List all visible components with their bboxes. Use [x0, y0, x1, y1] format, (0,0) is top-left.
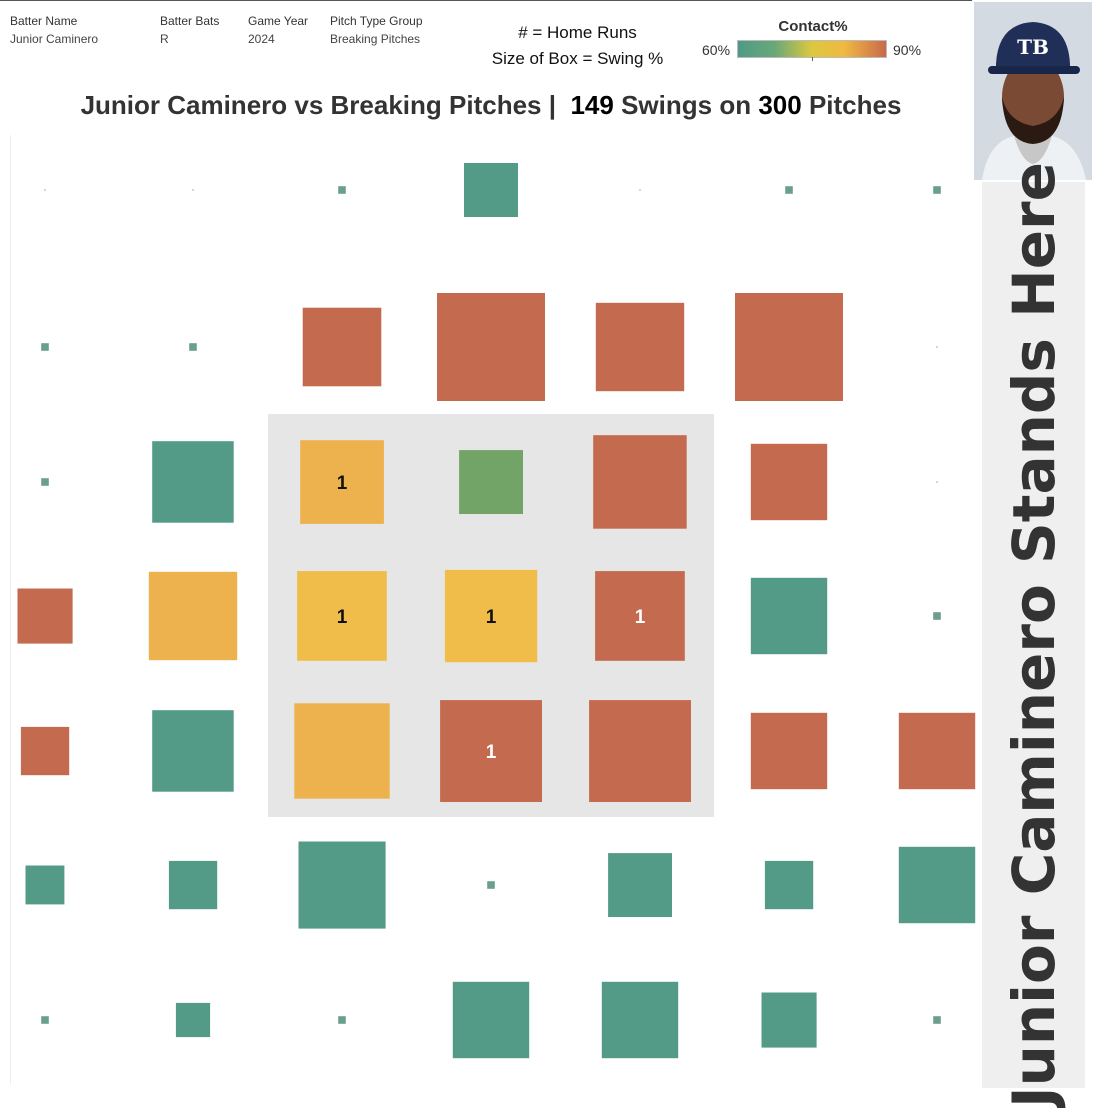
zone-cell-r4-c5[interactable]: [750, 712, 828, 790]
zone-cell-r4-c3[interactable]: [440, 700, 542, 802]
zone-cell-r0-c6[interactable]: [933, 186, 941, 194]
zone-cell-r3-c1[interactable]: [148, 571, 238, 661]
filter-batter-bats[interactable]: Batter Bats R: [160, 14, 219, 46]
zone-cell-r6-c0[interactable]: [41, 1016, 49, 1024]
filter-value[interactable]: R: [160, 32, 169, 46]
zone-cell-r4-c2[interactable]: [294, 703, 390, 799]
swing-size-note: Size of Box = Swing %: [491, 49, 664, 68]
zone-cell-r4-c0[interactable]: [20, 726, 70, 776]
legend-notes: # = Home Runs Size of Box = Swing %: [470, 20, 685, 72]
contact-legend-min: 60%: [702, 42, 731, 58]
zone-cell-r1-c2[interactable]: [302, 307, 382, 387]
zone-cell-r0-c3[interactable]: [464, 163, 518, 217]
zone-cell-r0-c1[interactable]: [192, 189, 194, 191]
filter-label: Game Year: [248, 14, 309, 28]
swings-text: Swings on: [621, 90, 752, 120]
zone-cell-r6-c1[interactable]: [175, 1002, 211, 1038]
plot-border: [10, 135, 11, 1085]
zone-cell-r2-c4[interactable]: [593, 435, 687, 529]
zone-cell-r5-c4[interactable]: [608, 853, 672, 917]
zone-cell-r5-c2[interactable]: [298, 841, 386, 929]
zone-cell-r2-c1[interactable]: [152, 441, 234, 523]
swing-contact-heatmap: 1 1 1 1 1: [17, 163, 976, 1059]
zone-cell-r1-c0[interactable]: [41, 343, 49, 351]
filter-batter-name[interactable]: Batter Name Junior Caminero: [10, 14, 98, 46]
zone-cell-r6-c3[interactable]: [452, 981, 530, 1059]
zone-cell-r1-c3[interactable]: [437, 293, 545, 401]
zone-cell-r4-c6[interactable]: [898, 712, 976, 790]
zone-cell-r5-c3[interactable]: [487, 881, 495, 889]
zone-cell-r3-c6[interactable]: [933, 612, 941, 620]
contact-legend-max: 90%: [893, 42, 922, 58]
zone-cell-r6-c2[interactable]: [338, 1016, 346, 1024]
top-rule: [0, 0, 972, 1]
zone-cell-r6-c4[interactable]: [601, 981, 679, 1059]
home-run-count-r3-c2: 1: [337, 607, 348, 628]
player-headshot-image: TB: [974, 2, 1092, 180]
zone-cell-r1-c6[interactable]: [936, 346, 938, 348]
contact-legend-title: Contact%: [778, 18, 848, 35]
zone-cell-r5-c5[interactable]: [764, 860, 814, 910]
batter-side-banner: Junior Caminero Stands Here: [982, 162, 1085, 1108]
zone-cell-r2-c3[interactable]: [459, 450, 523, 514]
zone-cell-r2-c5[interactable]: [750, 443, 828, 521]
zone-cell-r0-c4[interactable]: [639, 189, 641, 191]
contact-scale-tick: [812, 57, 813, 61]
swing-count: 149: [570, 90, 614, 120]
home-run-count-r3-c4: 1: [635, 607, 646, 628]
zone-cell-r2-c6[interactable]: [936, 481, 938, 483]
heatmap-cells: 1 1 1 1 1: [17, 163, 976, 1059]
pitch-count: 300: [758, 90, 802, 120]
filter-value[interactable]: Breaking Pitches: [330, 32, 421, 46]
home-run-count-r2-c2: 1: [337, 473, 348, 494]
zone-cell-r1-c5[interactable]: [735, 293, 843, 401]
zone-cell-r4-c4[interactable]: [589, 700, 691, 802]
pitches-text: Pitches: [808, 90, 902, 120]
zone-cell-r2-c2[interactable]: [300, 440, 384, 524]
zone-cell-r0-c2[interactable]: [338, 186, 346, 194]
zone-cell-r1-c4[interactable]: [595, 302, 685, 392]
zone-cell-r6-c6[interactable]: [933, 1016, 941, 1024]
filter-value[interactable]: 2024: [248, 32, 275, 46]
zone-cell-r5-c6[interactable]: [898, 846, 976, 924]
home-run-note: # = Home Runs: [518, 23, 637, 42]
zone-cell-r6-c5[interactable]: [761, 992, 817, 1048]
zone-cell-r3-c0[interactable]: [17, 588, 73, 644]
home-run-count-r3-c3: 1: [486, 607, 497, 628]
batter-side-label: Junior Caminero Stands Here: [999, 162, 1068, 1108]
zone-cell-r2-c0[interactable]: [41, 478, 49, 486]
zone-cell-r0-c5[interactable]: [785, 186, 793, 194]
title-prefix: Junior Caminero vs Breaking Pitches |: [80, 90, 556, 120]
zone-cell-r1-c1[interactable]: [189, 343, 197, 351]
filter-game-year[interactable]: Game Year 2024: [248, 14, 308, 46]
zone-cell-r3-c3[interactable]: [444, 569, 538, 663]
zone-cell-r0-c0[interactable]: [44, 189, 46, 191]
filter-label: Pitch Type Group: [330, 14, 423, 28]
zone-cell-r3-c2[interactable]: [297, 571, 387, 661]
filter-label: Batter Name: [10, 14, 78, 28]
zone-cell-r5-c0[interactable]: [25, 865, 65, 905]
zone-cell-r3-c4[interactable]: [595, 571, 685, 661]
svg-text:TB: TB: [1017, 35, 1049, 59]
chart-title: Junior Caminero vs Breaking Pitches | 14…: [0, 90, 982, 121]
filter-pitch-type-group[interactable]: Pitch Type Group Breaking Pitches: [330, 14, 423, 46]
player-headshot: TB: [974, 2, 1092, 180]
filter-value[interactable]: Junior Caminero: [10, 32, 99, 46]
home-run-count-r4-c3: 1: [486, 742, 497, 763]
zone-cell-r5-c1[interactable]: [168, 860, 218, 910]
filter-label: Batter Bats: [160, 14, 220, 28]
zone-cell-r3-c5[interactable]: [750, 577, 828, 655]
contact-color-scale: [737, 40, 887, 58]
zone-cell-r4-c1[interactable]: [152, 710, 234, 792]
